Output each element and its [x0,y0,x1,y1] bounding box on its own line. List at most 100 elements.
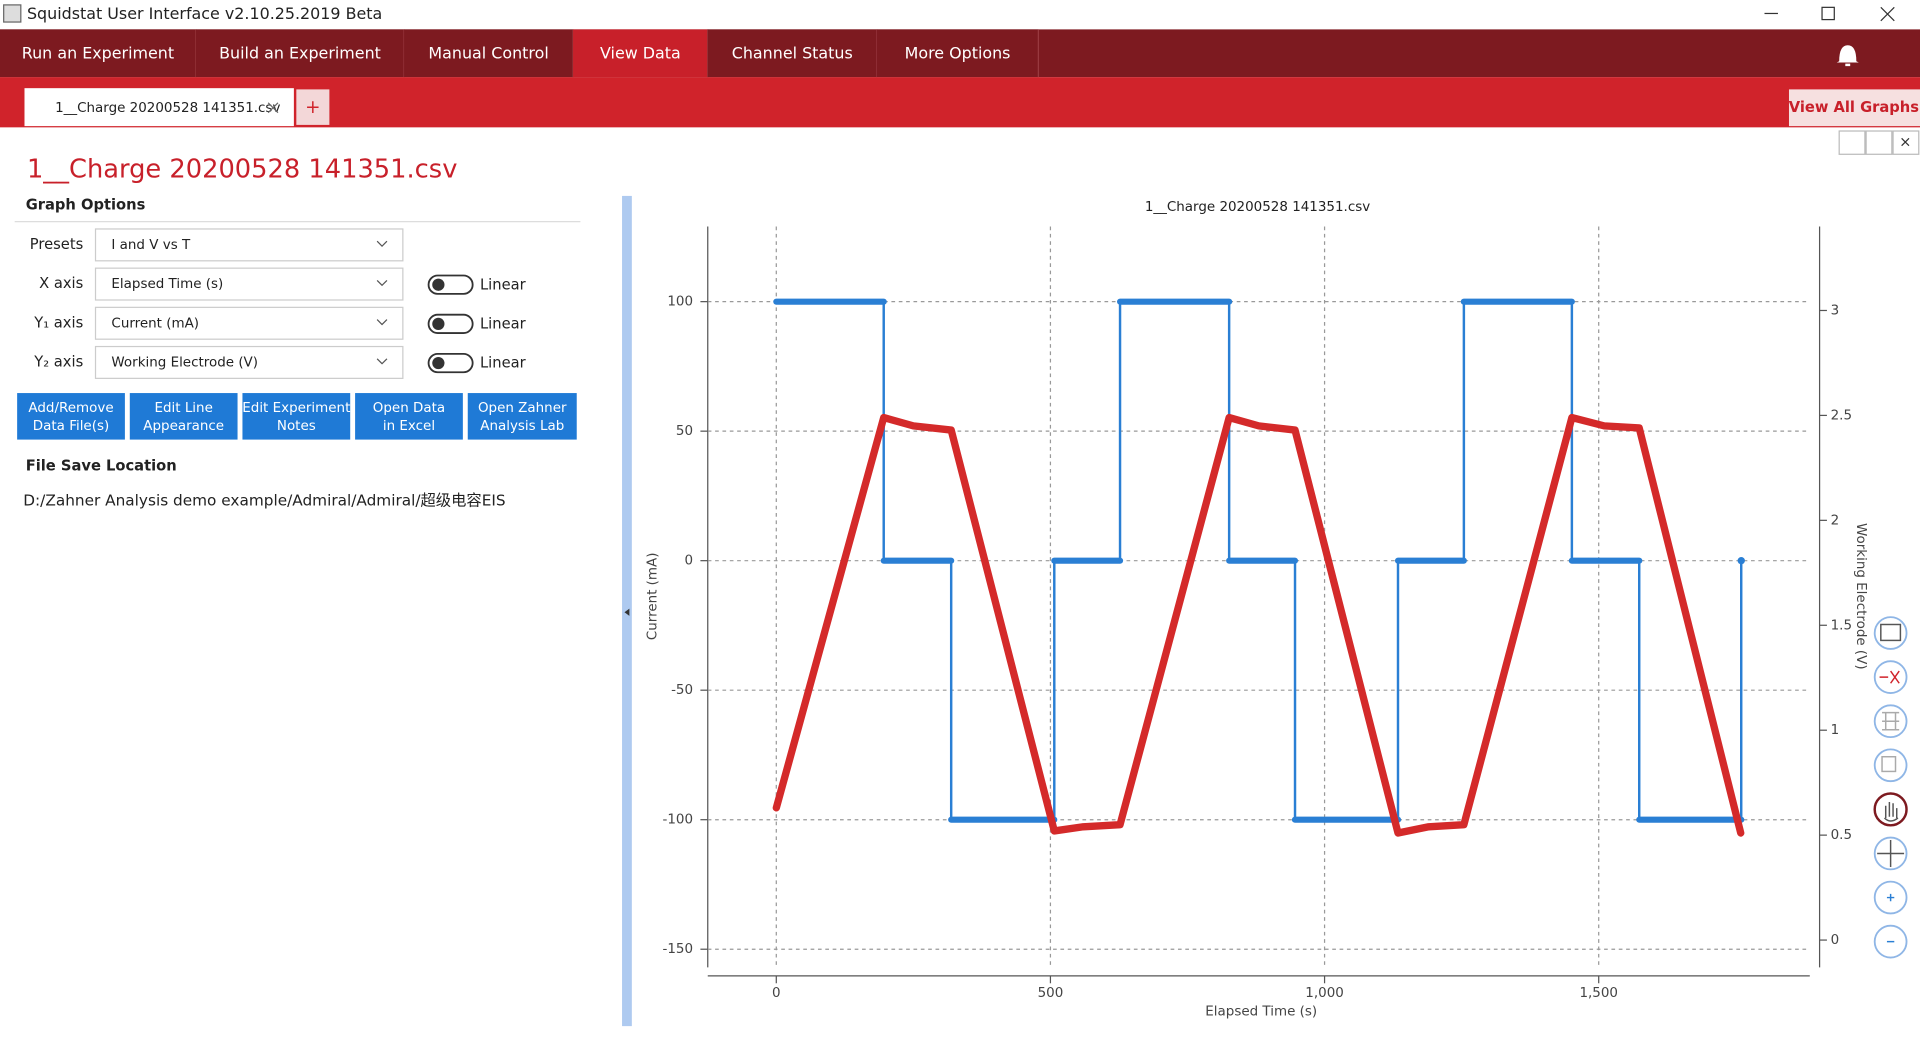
y2-tick-label: 2 [1831,513,1840,528]
file-tab[interactable] [24,88,294,127]
glyph [1882,711,1900,731]
app-icon [3,4,22,23]
row-label: Presets [30,236,83,253]
x-axis-label: Elapsed Time (s) [1205,1004,1317,1019]
y-tick-label: 50 [676,424,693,439]
action-button-label: Appearance [143,419,224,434]
glyph [1877,840,1905,867]
action-button[interactable] [129,393,238,440]
title-bar [0,0,1920,30]
row-label: X axis [39,275,83,292]
y-tick-label: 0 [684,554,693,569]
file-tab-label: 1__Charge 20200528 141351.csv [55,101,280,116]
add-tab[interactable] [296,89,330,125]
nav-tab-label: Manual Control [428,43,548,62]
file-heading: 1__Charge 20200528 141351.csv [27,155,457,185]
save-location-title: File Save Location [26,458,177,475]
action-button[interactable] [242,393,351,440]
maximize-button[interactable] [1865,130,1893,155]
y-tick-label: -50 [671,683,693,698]
combo-value: I and V vs T [111,238,191,253]
action-button[interactable] [17,393,125,440]
nav-tab[interactable] [573,29,708,78]
bell-icon[interactable] [1836,45,1859,67]
glyph [1881,756,1897,773]
glyph [1879,670,1900,684]
combo-arrow [376,358,388,365]
toggle-knob [432,356,445,370]
save-path: D:/Zahner Analysis demo example/Admiral/… [23,491,505,509]
close-glyph [1901,137,1910,147]
row-label: Y₁ axis [33,314,83,331]
combo-arrow [376,240,388,247]
combo-value: Working Electrode (V) [111,355,258,370]
combo-value: Elapsed Time (s) [111,277,223,292]
x-tick-label: 1,000 [1305,986,1344,1001]
float-button[interactable] [1838,130,1866,155]
nav-tab[interactable] [195,29,405,78]
nav-tab-label: Channel Status [732,43,853,62]
toggle-knob [432,317,445,331]
tab-close[interactable] [267,102,279,114]
action-button-label: Open Data [373,401,445,416]
combo-box[interactable] [94,267,404,301]
toolbar-glyphs [1877,623,1905,943]
chart: 1__Charge 20200528 141351.csv Elapsed Ti… [646,200,1869,1019]
nav-tab[interactable] [0,29,196,78]
splitter-arrow [624,608,630,616]
combo-arrow [376,319,388,326]
combo-value: Current (mA) [111,316,199,331]
toggle-knob [432,278,445,291]
toggle-label: Linear [480,355,527,372]
y-axis-label: Current (mA) [646,553,661,641]
action-button-label: Add/Remove [28,401,113,416]
action-buttons: Add/Remove Data File(s) Edit Line Appearanc… [17,393,577,440]
action-button[interactable] [355,393,463,440]
close[interactable] [1880,6,1895,22]
action-button-label: Analysis Lab [480,419,564,434]
x-tick-label: 500 [1038,986,1064,1001]
glyph [1883,802,1899,822]
view-all-label: View All Graphs [1789,99,1920,116]
option-rows: Presets I and V vs T X axis Elapsed Time (s… [30,228,527,379]
window-title: Squidstat User Interface v2.10.25.2019 B… [27,4,382,23]
combo-box[interactable] [94,345,404,379]
action-button-label: Data File(s) [33,419,109,434]
nav-tab[interactable] [707,29,877,78]
nav-tab-label: More Options [905,43,1011,62]
restore[interactable] [1821,6,1835,21]
end-dot [1737,557,1745,565]
combo-box[interactable] [94,306,404,340]
action-button-label: Notes [277,419,316,434]
view-all-button[interactable] [1788,89,1920,127]
y2-tick-label: 2.5 [1831,408,1852,423]
graph-options-title: Graph Options [26,197,146,214]
glyph [1886,893,1895,902]
export-image-tool[interactable] [1873,616,1908,650]
toolbar [1873,616,1908,959]
combo-arrow [376,279,388,287]
y2-tick-label: 1 [1831,723,1840,738]
nav-tab-label: View Data [600,43,681,62]
x-tick-label: 1,500 [1579,986,1618,1001]
nav-tab[interactable] [876,29,1039,78]
x-tick-label: 0 [772,986,781,1001]
y2-tick-label: 3 [1831,303,1840,318]
glyph [1880,623,1902,642]
y-tick-label: -100 [663,813,694,828]
y2-tick-label: 0.5 [1831,828,1852,843]
y-tick-label: 100 [667,295,693,310]
chart-title: 1__Charge 20200528 141351.csv [1145,200,1370,215]
action-button-label: Edit Line [154,401,212,416]
pan-tool[interactable] [1873,792,1908,827]
remove-tool[interactable] [1873,660,1908,694]
action-button[interactable] [467,393,577,440]
combo-box[interactable] [94,228,404,262]
y2-axis-label: Working Electrode (V) [1853,523,1868,670]
zoom-box-tool[interactable] [1873,748,1908,783]
nav-tab[interactable] [404,29,574,78]
action-button-label: in Excel [383,419,435,434]
